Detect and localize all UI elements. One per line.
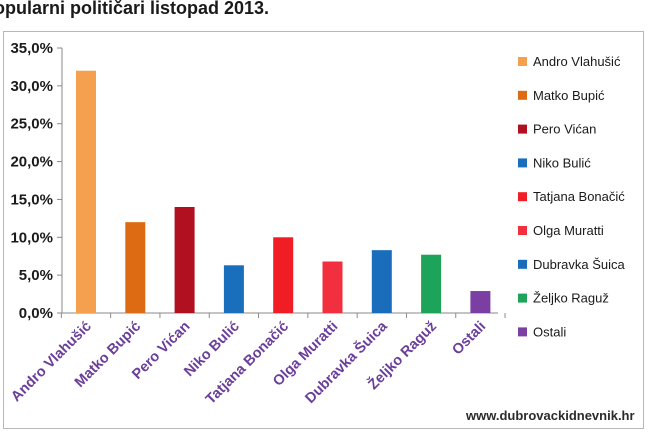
- legend-swatch: [518, 327, 527, 337]
- legend-label: Andro Vlahušić: [533, 54, 621, 69]
- legend-swatch: [518, 293, 527, 303]
- bar: [125, 222, 146, 313]
- bar: [421, 254, 442, 313]
- legend-swatch: [518, 57, 527, 66]
- y-tick-label: 0,0%: [19, 305, 53, 322]
- x-tick-label: Dubravka Šuica: [301, 316, 391, 406]
- bar: [76, 70, 96, 313]
- legend-swatch: [518, 259, 527, 269]
- legend-swatch: [518, 226, 527, 235]
- x-tick-label: Andro Vlahušić: [8, 319, 95, 406]
- y-tick-label: 20,0%: [10, 154, 53, 171]
- chart-frame: [3, 31, 644, 429]
- legend-label: Željko Raguž: [533, 291, 609, 306]
- x-tick-label: Tatjana Bonačić: [203, 319, 292, 408]
- y-tick-label: 5,0%: [19, 267, 53, 284]
- y-tick-label: 30,0%: [10, 78, 53, 95]
- legend-label: Dubravka Šuica: [533, 257, 626, 272]
- legend-label: Pero Vićan: [533, 122, 596, 137]
- chart-title: opularni političari listopad 2013.: [0, 0, 270, 18]
- y-tick-label: 10,0%: [10, 229, 53, 246]
- legend-swatch: [518, 124, 527, 134]
- legend-label: Olga Muratti: [533, 223, 604, 238]
- legend-swatch: [518, 158, 527, 168]
- y-tick-label: 25,0%: [10, 116, 53, 133]
- legend-label: Matko Bupić: [533, 88, 605, 103]
- y-tick-label: 35,0%: [10, 40, 53, 57]
- legend-label: Niko Bulić: [533, 155, 591, 170]
- bar: [371, 250, 392, 313]
- bar: [273, 237, 294, 313]
- bar: [322, 261, 343, 313]
- y-tick-label: 15,0%: [10, 191, 53, 208]
- bar: [223, 265, 244, 313]
- legend-swatch: [518, 192, 527, 202]
- legend-swatch: [518, 90, 527, 100]
- bar: [470, 291, 491, 313]
- source-label: www.dubrovackidnevnik.hr: [466, 408, 635, 423]
- x-tick-label: Ostali: [449, 319, 489, 359]
- bar: [174, 207, 195, 313]
- legend-label: Ostali: [533, 324, 566, 339]
- legend-label: Tatjana Bonačić: [533, 189, 625, 204]
